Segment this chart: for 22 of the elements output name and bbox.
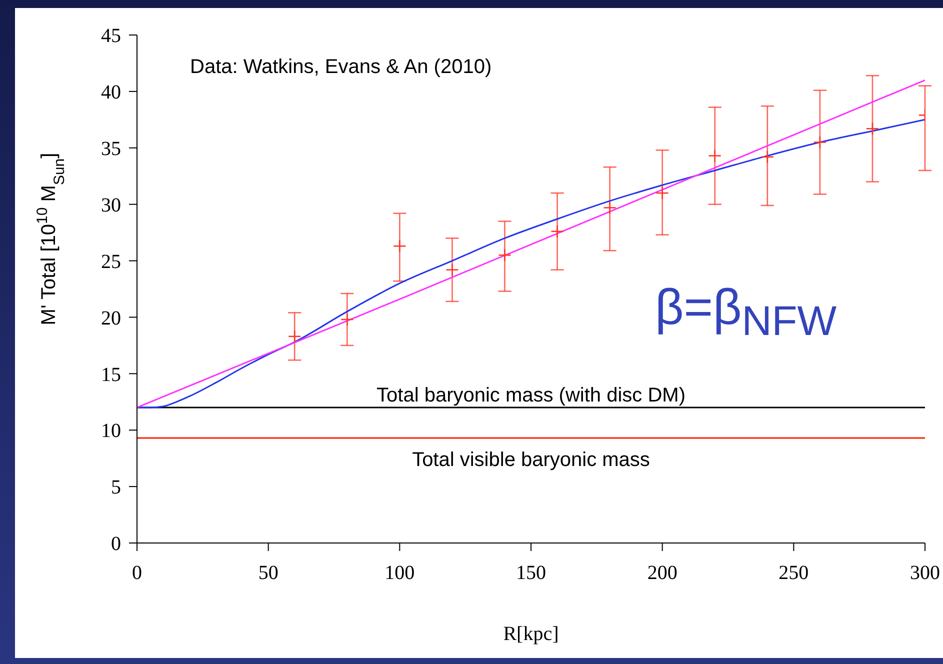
y-tick-label: 5 <box>111 476 121 499</box>
y-tick-label: 35 <box>101 138 121 160</box>
x-tick-label: 100 <box>384 562 415 584</box>
y-tick-label: 30 <box>101 194 121 216</box>
y-tick-label: 20 <box>101 307 121 330</box>
annotation: β=β$_{NFW}$ <box>655 278 837 345</box>
ref-line-label: Total visible baryonic mass <box>412 449 650 472</box>
x-tick-label: 50 <box>258 562 278 584</box>
annotation: Data: Watkins, Evans & An (2010) <box>190 56 492 79</box>
x-tick-label: 0 <box>132 562 142 584</box>
y-tick-label: 40 <box>101 82 121 104</box>
y-tick-label: 0 <box>111 533 121 556</box>
x-tick-label: 200 <box>647 562 678 584</box>
y-tick-label: 25 <box>101 250 121 273</box>
y-tick-label: 45 <box>101 25 121 48</box>
x-tick-label: 300 <box>910 562 940 584</box>
y-tick-label: 15 <box>101 364 121 386</box>
x-tick-label: 150 <box>516 562 546 584</box>
ref-line-label: Total baryonic mass (with disc DM) <box>376 384 686 407</box>
y-tick-label: 10 <box>101 420 121 442</box>
x-axis-title: R[kpc] <box>503 623 559 645</box>
x-tick-label: 250 <box>778 562 809 584</box>
